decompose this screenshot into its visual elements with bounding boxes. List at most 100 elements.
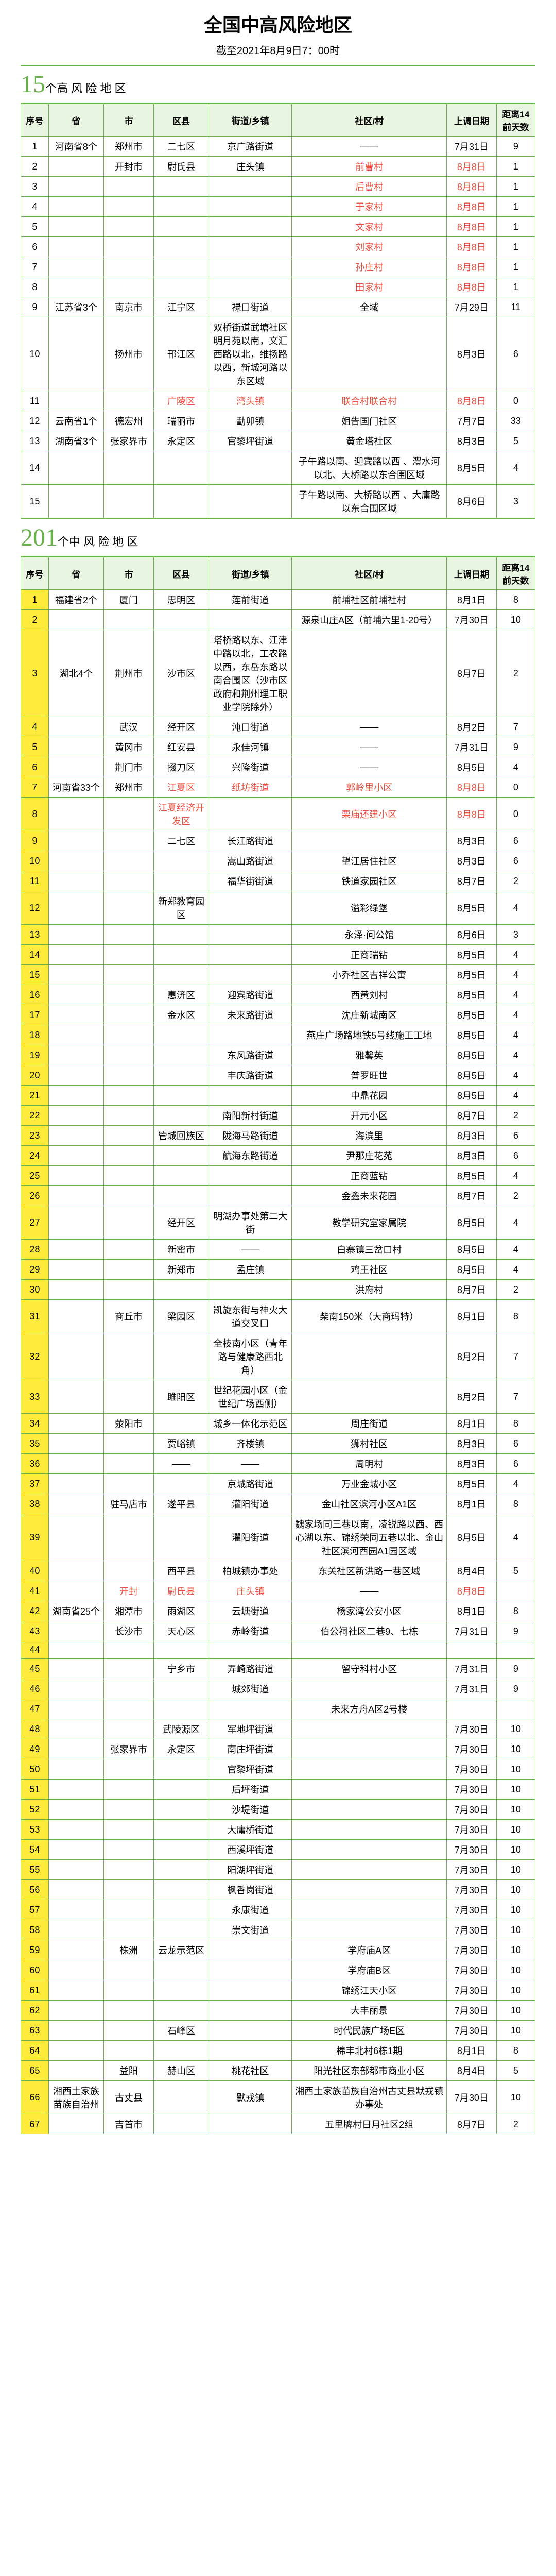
cell: 33 [496,411,535,431]
cell: 8月5日 [447,1474,497,1494]
cell [104,1820,154,1840]
col-header: 区县 [153,104,208,137]
cell [104,1900,154,1920]
cell: 黄冈市 [104,737,154,757]
cell: 10 [496,1880,535,1900]
cell: 8月7日 [447,871,497,891]
cell: 时代民族广场E区 [292,2021,447,2041]
cell: 11 [21,391,49,411]
table-row: 1福建省2个厦门思明区莲前街道前埔社区前埔社村8月1日8 [21,590,535,610]
cell: 新郑市 [153,1260,208,1280]
cell [104,1380,154,1414]
cell [153,925,208,945]
cell: 37 [21,1474,49,1494]
cell [48,1333,103,1380]
cell [153,485,208,518]
cell [104,2021,154,2041]
cell [48,1820,103,1840]
cell: 31 [21,1300,49,1333]
cell: 湾头镇 [209,391,292,411]
cell [153,1840,208,1860]
cell: 8月8日 [447,217,497,237]
cell [48,1206,103,1240]
cell: 长江路街道 [209,831,292,851]
cell [104,1514,154,1561]
cell: 2 [496,1186,535,1206]
table-row: 1河南省8个郑州市二七区京广路街道——7月31日9 [21,137,535,157]
cell [48,317,103,391]
cell: 雅馨英 [292,1045,447,1065]
cell: 开封市 [104,157,154,177]
cell: 10 [496,2021,535,2041]
cell: 魏家场同三巷以南，凌锐路以西、西心湖以东、锦绣荣同五巷以北、金山社区滨河西园A1… [292,1514,447,1561]
cell: 于家村 [292,197,447,217]
cell [153,945,208,965]
cell: 海滨里 [292,1126,447,1146]
cell: 西平县 [153,1561,208,1581]
cell: 6 [21,237,49,257]
cell: 1 [496,197,535,217]
cell: 28 [21,1240,49,1260]
cell: 2 [21,610,49,630]
table-row: 64棉丰北村6栋1期8月1日8 [21,2041,535,2061]
cell: 26 [21,1186,49,1206]
table-row: 28新密市——白寨镇三岔口村8月5日4 [21,1240,535,1260]
cell: 勐卯镇 [209,411,292,431]
cell [104,1719,154,1739]
cell: 6 [496,1146,535,1166]
cell: 14 [21,451,49,485]
table-row: 63石峰区时代民族广场E区7月30日10 [21,2021,535,2041]
cell [48,391,103,411]
cell: 10 [496,1940,535,1960]
cell [48,1045,103,1065]
table-row: 62大丰丽景7月30日10 [21,2001,535,2021]
cell: 湖北4个 [48,630,103,717]
cell [292,1380,447,1414]
cell [48,1300,103,1333]
cell [104,1260,154,1280]
cell [104,1106,154,1126]
cell [48,1186,103,1206]
cell: 金鑫未来花园 [292,1186,447,1206]
cell: 江苏省3个 [48,297,103,317]
cell: 孟庄镇 [209,1260,292,1280]
cell [209,1940,292,1960]
cell [48,831,103,851]
cell [48,1065,103,1086]
cell: 7月30日 [447,1980,497,2001]
cell [104,1759,154,1780]
cell: 沙堤街道 [209,1800,292,1820]
table-row: 9二七区长江路街道8月3日6 [21,831,535,851]
cell: 尉氏县 [153,1581,208,1601]
cell: 10 [496,1780,535,1800]
cell [48,2021,103,2041]
cell: 6 [496,851,535,871]
cell [104,798,154,831]
cell: 8月8日 [447,257,497,277]
cell: 24 [21,1146,49,1166]
cell: 3 [496,485,535,518]
cell [48,851,103,871]
cell: 8 [496,590,535,610]
cell [153,1514,208,1561]
cell: 弄崎路街道 [209,1659,292,1679]
cell: 湖南省25个 [48,1601,103,1621]
cell [292,1860,447,1880]
cell [104,925,154,945]
cell [48,1126,103,1146]
cell [153,217,208,237]
cell [104,985,154,1005]
cell: 8月5日 [447,945,497,965]
cell [209,925,292,945]
cell [153,2041,208,2061]
cell: 正商蓝钻 [292,1166,447,1186]
table-row: 5黄冈市红安县永佳河镇——7月31日9 [21,737,535,757]
cell: 8 [21,277,49,297]
cell [48,1880,103,1900]
table-row: 47未来方舟A区2号楼 [21,1699,535,1719]
cell: 丰庆路街道 [209,1065,292,1086]
cell: 红安县 [153,737,208,757]
cell [104,1474,154,1494]
cell [48,1414,103,1434]
table-row: 33雎阳区世纪花园小区（金世纪广场西侧）8月2日7 [21,1380,535,1414]
